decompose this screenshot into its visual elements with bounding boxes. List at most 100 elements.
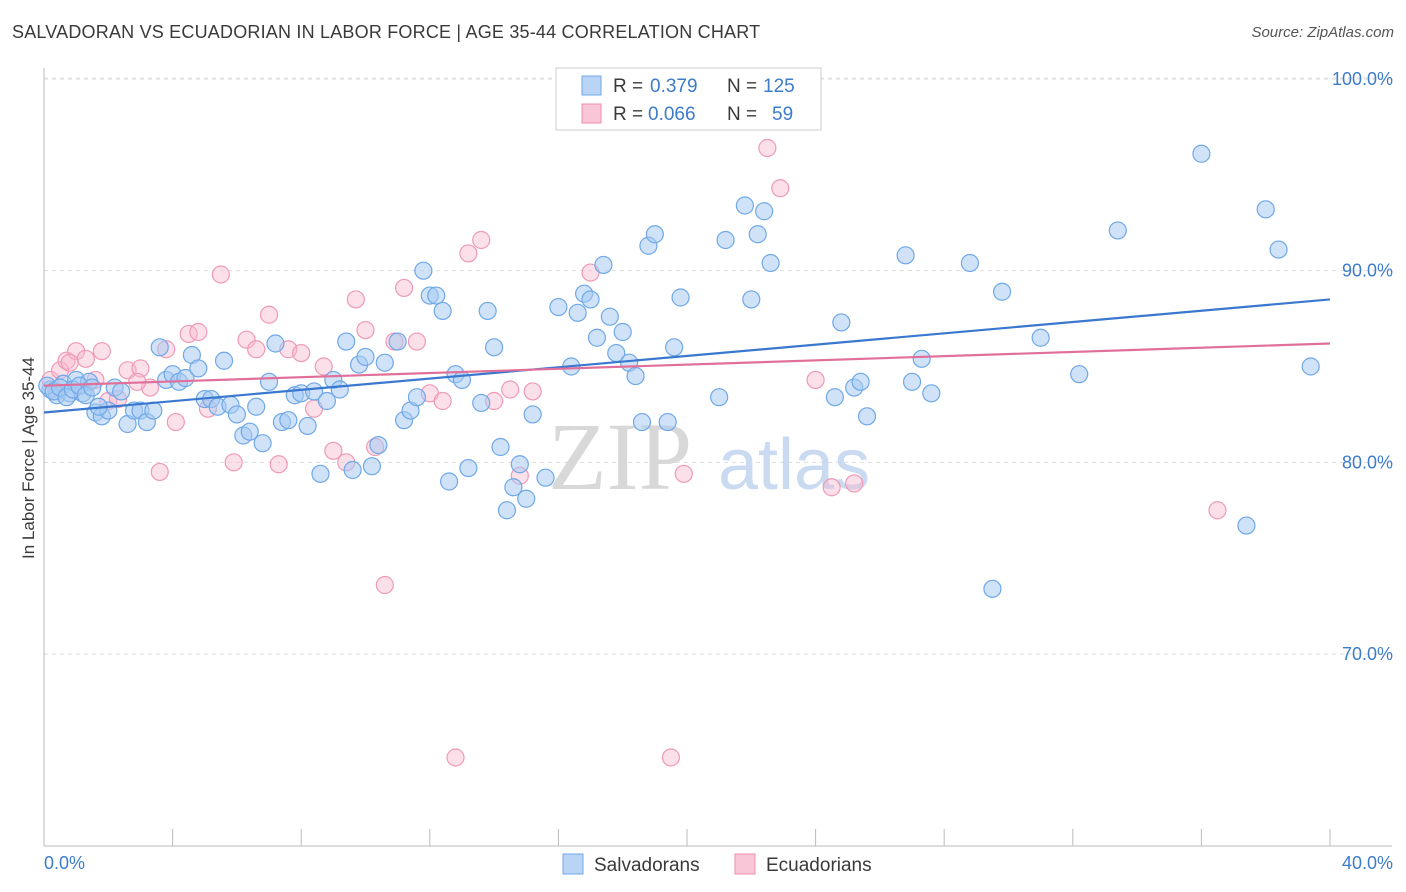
salvadoran-point bbox=[632, 412, 652, 432]
series-legend-ecuadorians: Ecuadorians bbox=[766, 855, 872, 876]
axes bbox=[43, 68, 1392, 847]
ecuadorian-point bbox=[407, 332, 427, 351]
salvadoran-point bbox=[253, 434, 272, 453]
ecuadorian-point bbox=[131, 359, 150, 378]
salvadoran-point bbox=[189, 359, 208, 378]
salvadoran-point bbox=[517, 489, 536, 508]
salvadoran-point bbox=[912, 349, 931, 368]
salvadoran-point bbox=[227, 405, 246, 424]
salvadoran-point bbox=[992, 282, 1012, 301]
ecuadorian-point bbox=[189, 322, 208, 342]
y-tick-label: 80.0% bbox=[1342, 452, 1393, 472]
salvadoran-point bbox=[504, 478, 523, 497]
chart-title: SALVADORAN VS ECUADORIAN IN LABOR FORCE … bbox=[12, 22, 761, 42]
ecuadorian-point bbox=[314, 357, 333, 376]
series-legend-salvadorans: Salvadorans bbox=[594, 855, 700, 876]
salvadoran-point bbox=[485, 338, 504, 357]
ecuadorian-point bbox=[269, 455, 288, 474]
salvadoran-point bbox=[549, 297, 568, 317]
y-tick-label: 70.0% bbox=[1342, 644, 1393, 664]
series-legend-swatch-salvadorans bbox=[562, 853, 584, 875]
salvadoran-point bbox=[922, 384, 941, 403]
ecuadorian-point bbox=[661, 748, 681, 767]
salvadoran-point bbox=[671, 288, 690, 307]
ecuadorian-point bbox=[674, 464, 693, 483]
salvadoran-point bbox=[330, 380, 349, 399]
salvadoran-point bbox=[375, 353, 394, 372]
salvadoran-point bbox=[748, 225, 767, 244]
ecuadorian-point bbox=[433, 391, 452, 411]
watermark: ZIP atlas bbox=[548, 403, 870, 510]
salvadoran-point bbox=[896, 246, 915, 265]
ecuadorian-point bbox=[845, 474, 864, 493]
salvadoran-point bbox=[716, 230, 735, 250]
salvadoran-point bbox=[536, 468, 555, 487]
salvadoran-point bbox=[112, 382, 131, 401]
salvadoran-point bbox=[214, 351, 234, 370]
legend-r-label-1: R = bbox=[613, 76, 643, 97]
salvadoran-point bbox=[491, 437, 510, 457]
legend-n-label-2: N = bbox=[727, 104, 757, 125]
salvadoran-point bbox=[433, 301, 452, 321]
chart-source: Source: ZipAtlas.com bbox=[1251, 24, 1394, 41]
salvadoran-point bbox=[902, 372, 922, 391]
ecuadorian-point bbox=[224, 453, 243, 472]
salvadoran-point bbox=[427, 286, 446, 305]
y-tick-label: 90.0% bbox=[1342, 261, 1393, 281]
ecuadorian-point bbox=[324, 441, 343, 460]
salvadoran-point bbox=[960, 253, 980, 273]
salvadoran-point bbox=[1192, 144, 1211, 163]
ecuadorian-point bbox=[771, 179, 790, 198]
salvadoran-point bbox=[478, 301, 497, 321]
salvadoran-point bbox=[472, 393, 491, 413]
salvadoran-point bbox=[388, 332, 407, 351]
gridlines bbox=[44, 77, 1392, 655]
x-tick-label: 0.0% bbox=[44, 853, 85, 873]
salvadoran-point bbox=[645, 225, 664, 244]
tick-labels: 70.0% 80.0% 90.0% 100.0% 0.0% 40.0% bbox=[44, 69, 1393, 873]
salvadoran-point bbox=[452, 370, 472, 390]
salvadoran-point bbox=[735, 196, 754, 215]
ecuadorian-point bbox=[459, 244, 478, 263]
ecuadorian-point bbox=[76, 349, 95, 368]
salvadoran-point bbox=[1301, 357, 1320, 376]
salvadoran-point bbox=[665, 338, 684, 357]
salvadoran-point bbox=[510, 455, 529, 474]
ecuadorian-point bbox=[166, 412, 185, 432]
salvadoran-point bbox=[240, 422, 259, 441]
salvadoran-point bbox=[1256, 200, 1275, 219]
salvadoran-point bbox=[1108, 221, 1127, 240]
ecuadorian-point bbox=[259, 305, 279, 324]
x-tick-label: 40.0% bbox=[1342, 853, 1393, 873]
salvadoran-point bbox=[369, 435, 388, 455]
salvadoran-point bbox=[710, 388, 729, 407]
trend-line-ecuadorians bbox=[43, 342, 1331, 387]
salvadoran-point bbox=[356, 347, 375, 367]
salvadoran-point bbox=[343, 460, 362, 480]
salvadoran-point bbox=[497, 501, 517, 520]
ecuadorian-point bbox=[523, 382, 542, 401]
salvadoran-point bbox=[581, 290, 600, 309]
salvadoran-point bbox=[851, 372, 870, 391]
salvadoran-point bbox=[1237, 516, 1256, 535]
ecuadorian-point bbox=[92, 342, 111, 361]
salvadoran-point bbox=[613, 322, 632, 342]
salvadoran-point bbox=[523, 405, 542, 424]
legend-swatch-ecuadorians bbox=[581, 103, 602, 124]
ecuadorian-point bbox=[60, 353, 79, 372]
ecuadorian-point bbox=[806, 370, 825, 390]
ecuadorian-point bbox=[758, 138, 777, 158]
salvadoran-point bbox=[761, 253, 780, 273]
legend-r-value-1: 0.379 bbox=[650, 76, 698, 97]
salvadoran-point bbox=[983, 579, 1002, 598]
y-axis-title: In Labor Force | Age 35-44 bbox=[19, 357, 38, 559]
salvadoran-point bbox=[1070, 365, 1089, 384]
salvadoran-point bbox=[247, 397, 266, 416]
salvadoran-point bbox=[1031, 328, 1050, 347]
ecuadorian-point bbox=[501, 380, 520, 399]
ecuadorian-point bbox=[292, 343, 311, 363]
legend-swatch-salvadorans bbox=[581, 75, 602, 96]
salvadoran-point bbox=[1269, 240, 1288, 259]
salvadoran-point bbox=[298, 416, 317, 436]
